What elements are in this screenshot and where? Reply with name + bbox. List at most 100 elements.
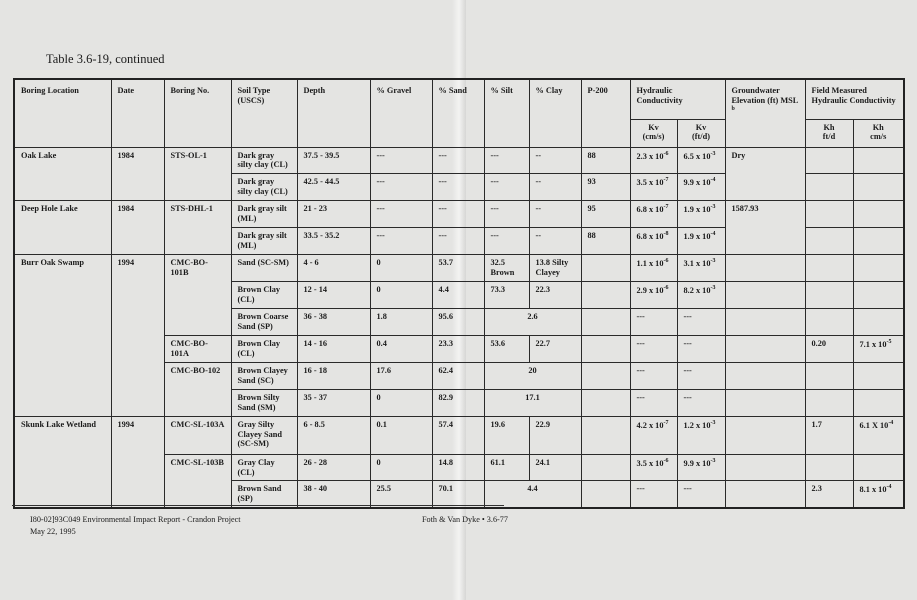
kh-ftd	[804, 254, 854, 283]
table-row: CMC-SL-103B Gray Clay (CL) 26 - 28 0 14.8 61.…	[14, 453, 905, 509]
kv-ftd: ---	[676, 307, 726, 336]
footer-publisher-page: Foth & Van Dyke • 3.6-77	[422, 515, 508, 524]
kv-ftd-mantissa: 1.9 x 10	[683, 231, 711, 241]
header-hydraulic-conductivity: Hydraulic Conductivity	[629, 78, 726, 120]
table-row: CMC-BO-101A Brown Clay (CL) 14 - 16 0.4 23.3…	[14, 334, 905, 363]
soil-type: Dark gray silty clay (CL)	[230, 146, 298, 175]
gravel-pct: 1.8	[369, 307, 433, 336]
gravel-pct: ---	[369, 173, 433, 202]
clay-pct: 24.1	[528, 453, 582, 482]
table-row: Brown Coarse Sand (SP) 36 - 38 1.8 95.6 2.6 -…	[14, 307, 905, 336]
depth: 12 - 14	[296, 281, 371, 309]
boring-location: Skunk Lake Wetland	[13, 415, 112, 509]
boring-no: CMC-BO-102	[163, 361, 232, 417]
soil-type: Brown Clay (CL)	[230, 281, 298, 309]
date: 1984	[110, 200, 165, 256]
kv-cms: ---	[629, 388, 678, 417]
kv-ftd-exponent: -3	[710, 457, 716, 464]
sand-pct: ---	[431, 146, 485, 175]
kv-cms-mantissa: 6.8 x 10	[636, 205, 664, 215]
kv-ftd: ---	[676, 334, 726, 363]
boring-location: Deep Hole Lake	[13, 200, 112, 256]
footer-date: May 22, 1995	[30, 527, 76, 536]
boring-no: STS-DHL-1	[163, 200, 232, 256]
kv-cms-exponent: -8	[663, 231, 669, 238]
kv-ftd-mantissa: 6.5 x 10	[683, 151, 711, 161]
header-groundwater: Groundwater Elevation (ft) MSL b	[724, 78, 806, 148]
header-boring-location: Boring Location	[13, 78, 112, 148]
groundwater-elevation	[724, 361, 806, 390]
kh-cms-mantissa: 7.1 x 10	[859, 339, 887, 349]
kh-cms: 7.1 x 10-5	[852, 334, 905, 363]
groundwater-elevation	[724, 254, 806, 283]
kh-cms	[852, 453, 905, 482]
silt-pct: ---	[483, 227, 530, 256]
clay-pct: 22.3	[528, 281, 582, 309]
groundwater-elevation	[724, 281, 806, 309]
sand-pct: 62.4	[431, 361, 485, 390]
sand-pct: 95.6	[431, 307, 485, 336]
depth: 4 - 6	[296, 254, 371, 283]
kv-label: Kv	[648, 122, 659, 132]
kh-cms-exponent: -4	[886, 484, 892, 491]
boring-no: CMC-SL-103B	[163, 453, 232, 509]
kv-cms: 4.2 x 10-7	[629, 415, 678, 455]
kh-cms	[852, 227, 905, 256]
table-row: Oak Lake 1984 STS-OL-1 Dark gray silty clay…	[13, 146, 905, 202]
kh-cms: 6.1 X 10-4	[852, 415, 905, 455]
kh-cms-exponent: -4	[888, 419, 894, 426]
kh-cms	[852, 146, 905, 175]
kv-unit: (cm/s)	[642, 132, 665, 142]
header-depth: Depth	[296, 78, 371, 148]
kh-unit: cm/s	[870, 132, 887, 142]
header-kv-cms: Kv (cm/s)	[629, 118, 678, 148]
soil-type: Brown Clayey Sand (SC)	[230, 361, 298, 390]
sand-pct: ---	[431, 173, 485, 202]
kv-cms: 6.8 x 10-7	[629, 200, 678, 229]
kh-ftd	[804, 227, 854, 256]
sand-pct: 57.4	[431, 415, 485, 455]
p200: 93	[580, 173, 631, 202]
kv-ftd: 6.5 x 10-3	[676, 146, 726, 175]
kv-ftd: 1.9 x 10-3	[676, 200, 726, 229]
groundwater-elevation	[724, 334, 806, 363]
kh-cms-mantissa: 6.1 X 10	[859, 420, 889, 430]
depth: 21 - 23	[296, 200, 371, 229]
kh-cms	[852, 388, 905, 417]
table-row: Skunk Lake Wetland 1994 CMC-SL-103A Gray Si…	[13, 415, 905, 509]
kv-ftd: 1.9 x 10-4	[676, 227, 726, 256]
kv-ftd: 1.2 x 10-3	[676, 415, 726, 455]
kh-cms	[852, 254, 905, 283]
table-row: Dark gray silt (ML) 33.5 - 35.2 --- --- --- -…	[14, 227, 905, 256]
kv-cms: 3.5 x 10-6	[629, 453, 678, 482]
kh-label: Kh	[823, 122, 835, 132]
header-kv-ftd: Kv (ft/d)	[676, 118, 726, 148]
sand-pct: ---	[431, 200, 485, 229]
kv-cms-mantissa: 2.9 x 10	[636, 285, 664, 295]
kv-cms-exponent: -6	[663, 258, 669, 265]
kv-ftd-mantissa: 8.2 x 10	[683, 285, 711, 295]
kv-ftd-mantissa: 1.2 x 10	[683, 420, 711, 430]
soil-type: Brown Coarse Sand (SP)	[230, 307, 298, 336]
header-sand: % Sand	[431, 78, 485, 148]
clay-pct: --	[528, 227, 582, 256]
kh-ftd	[804, 307, 854, 336]
kh-label: Kh	[872, 122, 884, 132]
boring-no: CMC-BO-101B	[163, 254, 232, 336]
kv-cms-mantissa: 6.8 x 10	[636, 231, 664, 241]
kv-cms: 1.1 x 10-6	[629, 254, 678, 283]
groundwater-elevation	[724, 307, 806, 336]
kv-ftd-exponent: -4	[710, 231, 716, 238]
kh-ftd: 1.7	[804, 415, 854, 455]
kv-ftd-mantissa: 1.9 x 10	[683, 205, 711, 215]
header-p200: P-200	[580, 78, 631, 148]
sand-pct: 53.7	[431, 254, 485, 283]
table-row: Brown Sand (SP) 38 - 40 25.5 70.1 4.4 --- --- 2…	[14, 480, 905, 509]
p200	[580, 281, 631, 309]
kv-ftd-mantissa: 9.9 x 10	[683, 178, 711, 188]
kv-ftd-exponent: -3	[710, 285, 716, 292]
gravel-pct: 17.6	[369, 361, 433, 390]
kh-ftd	[804, 200, 854, 229]
sand-pct: 4.4	[431, 281, 485, 309]
date: 1984	[110, 146, 165, 202]
